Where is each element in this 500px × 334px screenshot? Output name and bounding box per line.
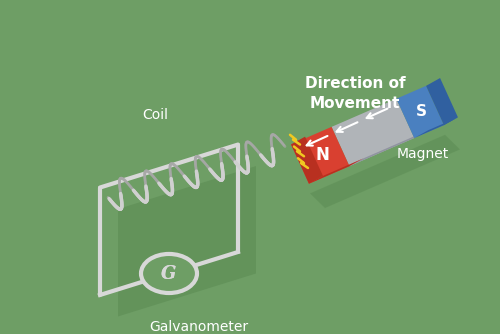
- Polygon shape: [414, 117, 458, 138]
- Polygon shape: [310, 135, 460, 208]
- Text: N: N: [316, 146, 329, 164]
- Text: Direction of
Movement: Direction of Movement: [304, 76, 406, 111]
- Polygon shape: [291, 137, 323, 184]
- Polygon shape: [396, 86, 444, 138]
- Polygon shape: [332, 99, 414, 166]
- Text: Coil: Coil: [142, 108, 168, 122]
- Polygon shape: [291, 127, 350, 184]
- Polygon shape: [426, 78, 458, 125]
- Polygon shape: [350, 130, 428, 166]
- Polygon shape: [118, 166, 256, 316]
- Polygon shape: [309, 158, 364, 184]
- Text: G: G: [162, 266, 176, 284]
- Ellipse shape: [141, 254, 197, 293]
- Text: G: G: [162, 266, 176, 284]
- Text: S: S: [416, 105, 426, 120]
- Text: Magnet: Magnet: [396, 147, 448, 161]
- Text: Galvanometer: Galvanometer: [150, 320, 248, 334]
